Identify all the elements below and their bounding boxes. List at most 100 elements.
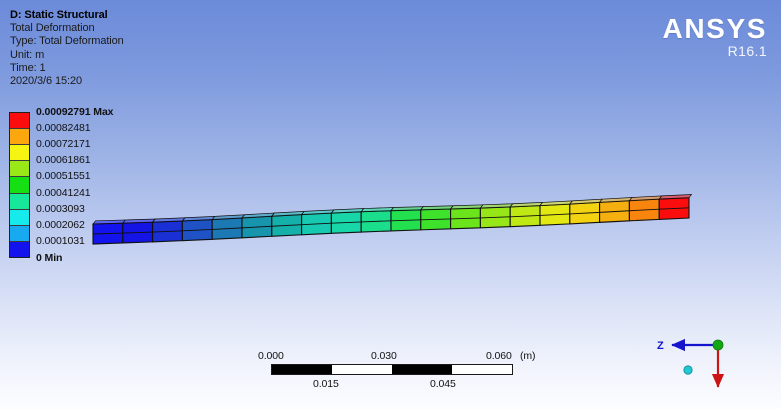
legend-swatch-2[interactable]	[10, 145, 29, 162]
result-name: Total Deformation	[10, 22, 95, 35]
beam-mid-edge	[480, 216, 511, 219]
scale-tick-top-2: 0.060	[486, 350, 512, 362]
beam-element	[658, 197, 690, 220]
beam-element	[509, 205, 541, 228]
beam-top-face	[271, 210, 305, 217]
z-axis-label: Z	[657, 340, 664, 352]
beam-element	[181, 218, 213, 242]
beam-mid-edge	[271, 224, 302, 227]
beam-element	[599, 200, 630, 223]
beam-element	[271, 213, 303, 237]
legend-label-4: 0.00051551	[36, 170, 91, 183]
legend-labels: 0.00092791 Max 0.00082481 0.00072171 0.0006…	[36, 106, 156, 263]
coordinate-triad[interactable]: Z	[655, 332, 735, 400]
beam-element	[539, 203, 571, 226]
beam-mid-edge	[450, 217, 481, 220]
legend-label-6: 0.0003093	[36, 202, 85, 215]
legend-label-5: 0.00041241	[36, 186, 91, 199]
legend-color-bar[interactable]	[9, 112, 30, 258]
result-type: Type: Total Deformation	[10, 35, 124, 48]
beam-element	[450, 207, 481, 230]
beam-mid-edge	[569, 211, 600, 215]
beam-top-face	[509, 202, 544, 208]
scale-tick-bottom-0: 0.015	[313, 378, 339, 390]
beam-mid-edge	[599, 210, 630, 213]
beam-mid-edge	[361, 220, 392, 223]
beam-top-face	[151, 217, 186, 223]
beam-mid-edge	[510, 215, 541, 218]
scale-segment	[392, 365, 452, 374]
beam-top-face	[211, 214, 246, 220]
result-time: Time: 1	[10, 61, 46, 74]
scale-tick-bottom-1: 0.045	[430, 378, 456, 390]
beam-top-face	[479, 203, 514, 209]
legend-swatch-0[interactable]	[10, 113, 29, 130]
ansys-release-text: R16.1	[727, 43, 767, 59]
result-info-block: D: Static Structural Total Deformation T…	[10, 9, 124, 88]
legend-label-0: 0.00092791 Max	[36, 105, 114, 118]
beam-top-face	[181, 215, 216, 222]
beam-mid-edge	[212, 227, 243, 230]
legend-swatch-8[interactable]	[10, 241, 29, 257]
legend-label-9: 0 Min	[36, 251, 63, 264]
beam-top-face	[330, 208, 365, 214]
beam-element	[420, 208, 452, 231]
legend-label-3: 0.00061861	[36, 154, 91, 167]
beam-top-face	[658, 194, 693, 200]
beam-element	[152, 220, 183, 243]
beam-top-face	[241, 212, 276, 219]
beam-element	[301, 212, 332, 236]
beam-top-face	[360, 207, 395, 213]
beam-top-face	[300, 209, 335, 215]
beam-mid-edge	[659, 207, 690, 210]
beam-mid-edge	[331, 221, 362, 224]
legend-swatch-4[interactable]	[10, 177, 29, 194]
scale-segment	[272, 365, 332, 374]
contour-legend[interactable]: 0.00092791 Max 0.00082481 0.00072171 0.0006…	[9, 106, 156, 263]
legend-swatch-3[interactable]	[10, 161, 29, 178]
scale-segment	[332, 365, 392, 374]
beam-mid-edge	[152, 230, 183, 233]
beam-top-face	[420, 205, 454, 211]
ansys-brand-text: ANSYS	[662, 13, 767, 44]
beam-mid-edge	[241, 225, 272, 229]
result-timestamp: 2020/3/6 15:20	[10, 75, 83, 88]
beam-element	[211, 217, 243, 240]
legend-swatch-7[interactable]	[10, 225, 29, 242]
scale-ruler: 0.000 0.030 0.060 (m) 0.015 0.045	[258, 350, 548, 396]
scale-tick-top-0: 0.000	[258, 350, 284, 362]
beam-mid-edge	[390, 219, 421, 222]
legend-swatch-1[interactable]	[10, 129, 29, 146]
beam-top-face	[628, 195, 663, 202]
beam-top-face	[390, 206, 425, 212]
scale-tick-top-1: 0.030	[371, 350, 397, 362]
beam-mid-edge	[420, 218, 451, 221]
beam-element	[628, 198, 660, 222]
beam-mid-edge	[539, 213, 570, 216]
ansys-logo: ANSYS R16.1	[663, 14, 767, 59]
result-unit: Unit: m	[10, 48, 45, 61]
legend-swatch-6[interactable]	[10, 209, 29, 226]
beam-top-face	[569, 198, 603, 205]
legend-swatch-5[interactable]	[10, 193, 29, 210]
triad-origin-sphere	[712, 339, 724, 351]
scale-segment	[452, 365, 512, 374]
legend-label-8: 0.0001031	[36, 235, 85, 248]
x-axis-dot	[683, 365, 693, 375]
beam-element	[390, 209, 422, 232]
scale-unit-label: (m)	[520, 350, 536, 362]
beam-element	[330, 211, 362, 234]
beam-element	[569, 201, 601, 225]
legend-label-2: 0.00072171	[36, 137, 91, 150]
beam-mid-edge	[629, 208, 660, 212]
legend-label-7: 0.0002062	[36, 219, 85, 232]
scale-ruler-segments	[271, 364, 513, 375]
beam-top-face	[598, 197, 633, 203]
beam-mesh	[92, 194, 693, 245]
beam-element	[479, 206, 511, 229]
beam-top-face	[449, 204, 484, 210]
beam-element	[360, 210, 392, 233]
beam-mid-edge	[301, 222, 332, 226]
analysis-title: D: Static Structural	[10, 9, 108, 21]
